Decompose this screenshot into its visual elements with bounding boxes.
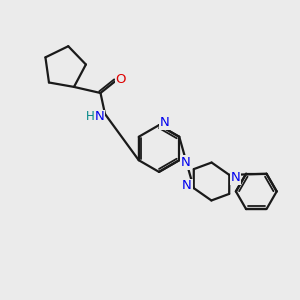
Text: N: N: [182, 179, 192, 192]
Text: N: N: [180, 156, 190, 169]
Text: O: O: [116, 73, 126, 86]
Text: N: N: [231, 171, 241, 184]
Text: N: N: [95, 110, 104, 124]
Text: H: H: [86, 110, 95, 124]
Text: N: N: [160, 116, 170, 129]
